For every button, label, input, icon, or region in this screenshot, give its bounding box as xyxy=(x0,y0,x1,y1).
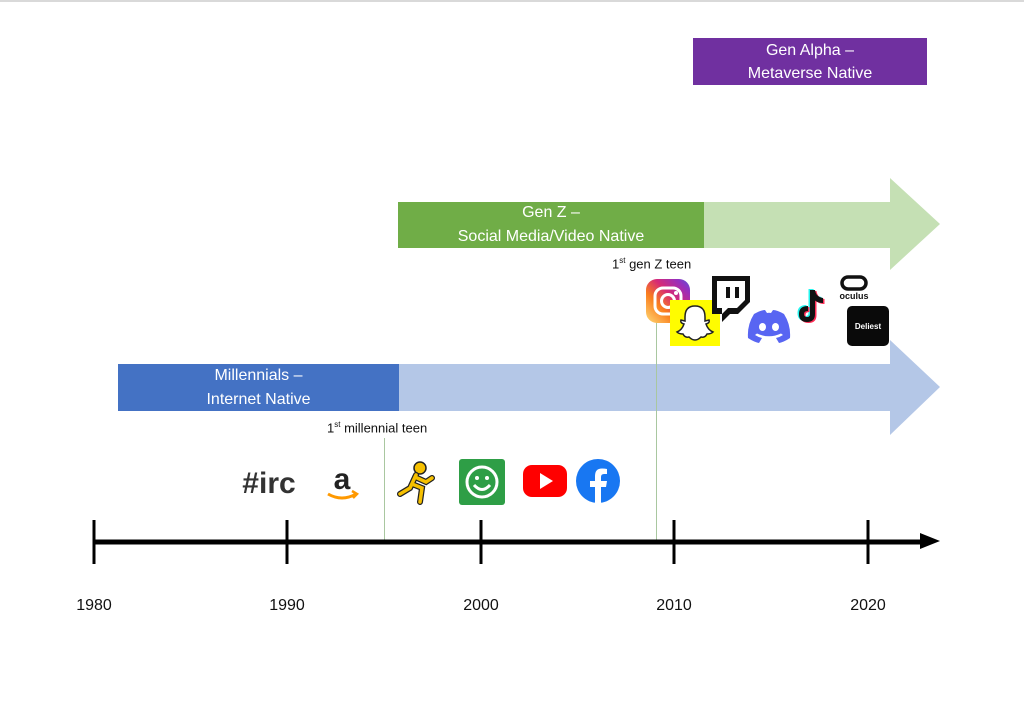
top-border xyxy=(0,0,1024,2)
facebook-icon xyxy=(575,458,621,504)
tick-label-1980: 1980 xyxy=(76,597,112,614)
millennials-title: Millennials – xyxy=(214,366,303,384)
aim-running-man-icon xyxy=(396,460,436,506)
tick-label-2000: 2000 xyxy=(463,597,499,614)
genz-teen-line xyxy=(656,320,657,542)
millennials-arrow xyxy=(118,340,940,435)
oculus-icon: oculus xyxy=(832,270,876,306)
icq-smiley-icon xyxy=(458,458,506,506)
gen-alpha-box: Gen Alpha – Metaverse Native xyxy=(693,38,927,85)
millennial-teen-label: 1st millennial teen xyxy=(327,420,428,436)
irc-icon: #irc xyxy=(242,467,296,500)
youtube-icon xyxy=(522,462,568,500)
deliest-app-icon: Deliest xyxy=(846,305,890,347)
discord-icon xyxy=(746,308,792,344)
twitch-icon xyxy=(706,274,752,322)
gen-alpha-subtitle: Metaverse Native xyxy=(747,64,873,82)
gen-alpha-title: Gen Alpha – xyxy=(765,41,855,59)
gen-z-subtitle: Social Media/Video Native xyxy=(457,228,645,245)
gen-z-band: Gen Z – Social Media/Video Native xyxy=(398,178,940,270)
tiktok-icon xyxy=(792,286,826,326)
tick-label-1990: 1990 xyxy=(269,597,305,614)
millennials-subtitle: Internet Native xyxy=(206,390,311,408)
snapchat-icon xyxy=(670,300,720,346)
tick-label-2020: 2020 xyxy=(850,597,886,614)
gen-z-label: Gen Z – Social Media/Video Native xyxy=(398,202,704,248)
svg-text:a: a xyxy=(334,463,351,496)
millennial-teen-line xyxy=(384,438,385,542)
gen-z-title: Gen Z – xyxy=(522,204,580,221)
tick-label-2010: 2010 xyxy=(656,597,692,614)
millennials-band: Millennials – Internet Native xyxy=(118,340,940,435)
genz-teen-label: 1st gen Z teen xyxy=(612,256,692,272)
amazon-icon: a xyxy=(320,462,364,506)
millennials-label: Millennials – Internet Native xyxy=(118,364,399,411)
